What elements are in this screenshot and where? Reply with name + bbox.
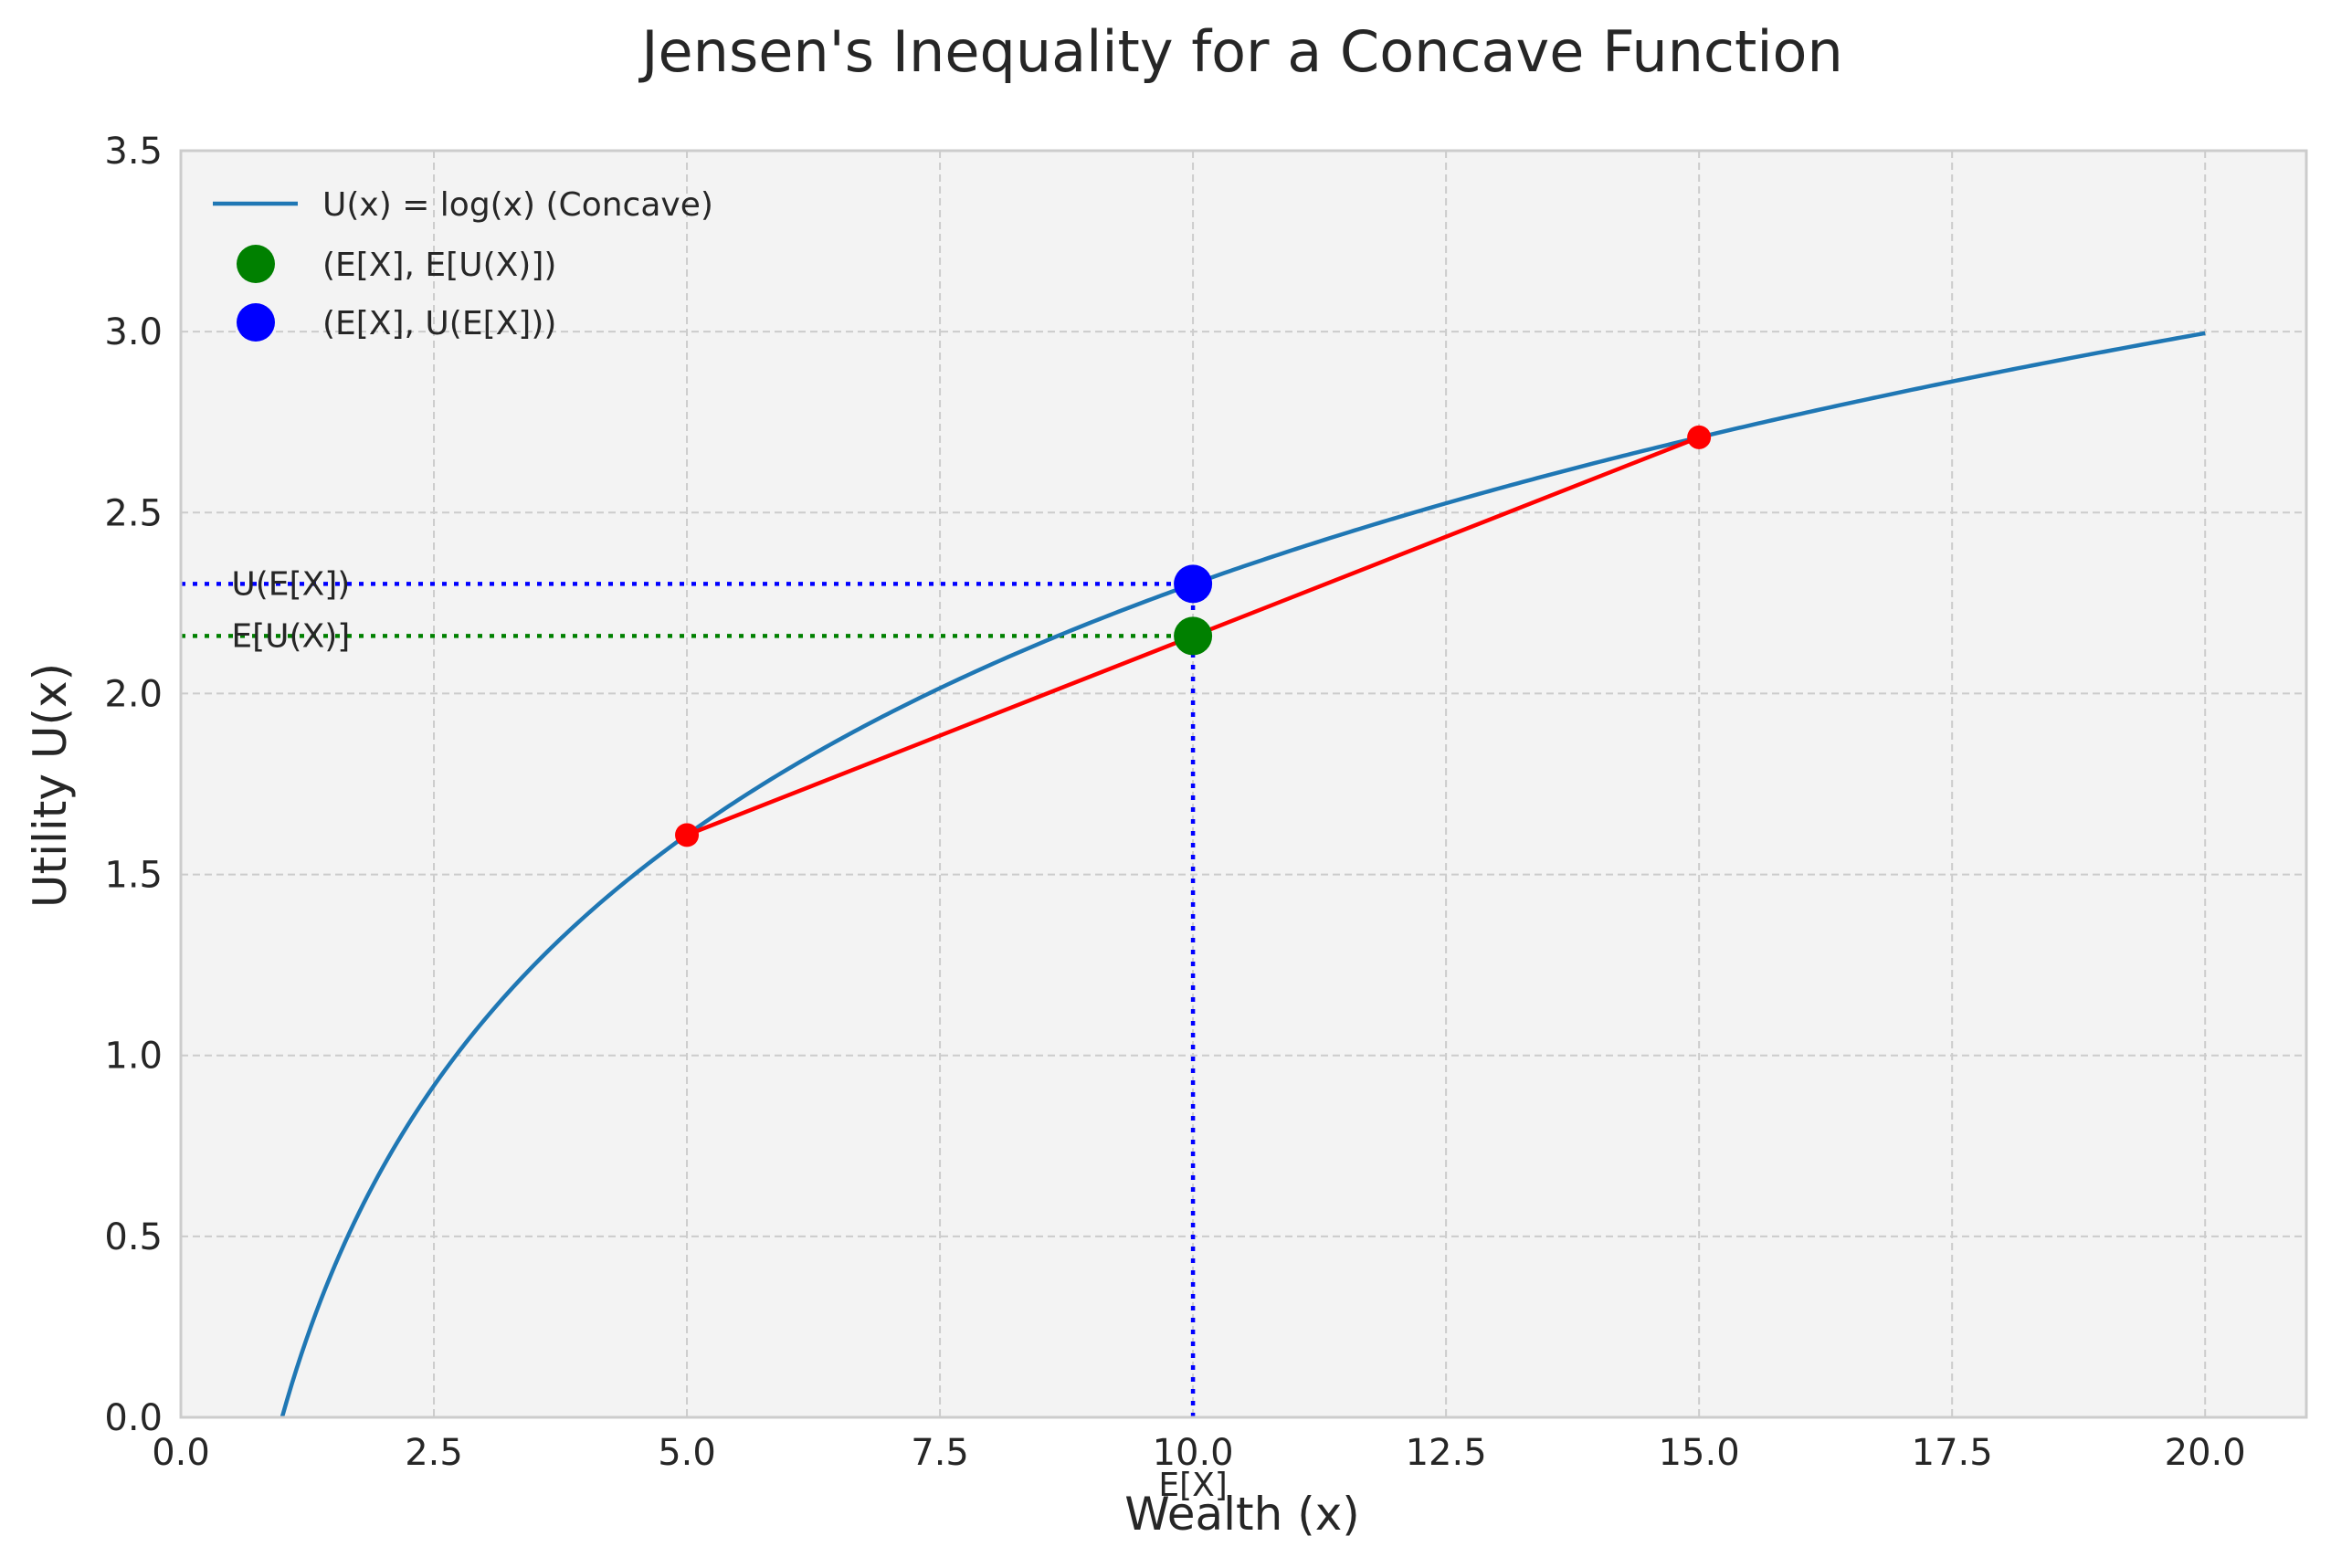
chord-endpoint xyxy=(1687,425,1712,449)
x-tick-label: 15.0 xyxy=(1659,1432,1740,1474)
legend-swatch-point xyxy=(237,245,275,283)
chart-title: Jensen's Inequality for a Concave Functi… xyxy=(638,18,1843,85)
y-tick-label: 0.5 xyxy=(104,1216,163,1258)
reference-lines: U(E[X]) E[U(X)] E[X] xyxy=(181,565,1228,1504)
x-tick-label: 7.5 xyxy=(911,1432,969,1474)
legend-swatch-point xyxy=(237,303,275,342)
y-tick-label: 3.0 xyxy=(104,311,163,353)
y-tick-label: 0.0 xyxy=(104,1397,163,1439)
reference-label: E[U(X)] xyxy=(231,617,350,655)
x-tick-label: 2.5 xyxy=(405,1432,463,1474)
x-tick-label: 12.5 xyxy=(1406,1432,1487,1474)
y-tick-label: 2.0 xyxy=(104,673,163,715)
legend-label-curve: U(x) = log(x) (Concave) xyxy=(322,186,713,224)
y-tick-label: 3.5 xyxy=(104,131,163,173)
x-axis-label: Wealth (x) xyxy=(1124,1488,1360,1541)
tick-labels: 0.0 2.5 5.0 7.5 10.0 12.5 15.0 17.5 20.0 0.0 0.5 1.… xyxy=(104,131,2245,1474)
key-point xyxy=(1174,616,1213,656)
y-tick-label: 1.5 xyxy=(104,855,163,897)
series xyxy=(280,331,2206,1418)
reference-label: U(E[X]) xyxy=(231,565,350,603)
x-tick-label: 5.0 xyxy=(658,1432,716,1474)
x-tick-label: 17.5 xyxy=(1912,1432,1993,1474)
x-tick-label: 20.0 xyxy=(2165,1432,2246,1474)
legend: U(x) = log(x) (Concave) (E[X], E[U(X)]) (E… xyxy=(213,186,713,342)
x-tick-label: 0.0 xyxy=(152,1432,210,1474)
legend-label-point: (E[X], U(E[X])) xyxy=(322,305,556,342)
y-axis-label: Utility U(x) xyxy=(24,663,77,908)
y-tick-label: 2.5 xyxy=(104,492,163,534)
x-tick-label: 10.0 xyxy=(1153,1432,1234,1474)
utility-curve-line xyxy=(280,331,2206,1418)
y-tick-label: 1.0 xyxy=(104,1036,163,1078)
chord-endpoint xyxy=(675,823,700,847)
plot-frame xyxy=(179,149,2308,1419)
legend-label-point: (E[X], E[U(X)]) xyxy=(322,247,556,284)
key-point xyxy=(1174,564,1213,604)
reference-label: E[X] xyxy=(1158,1467,1228,1504)
